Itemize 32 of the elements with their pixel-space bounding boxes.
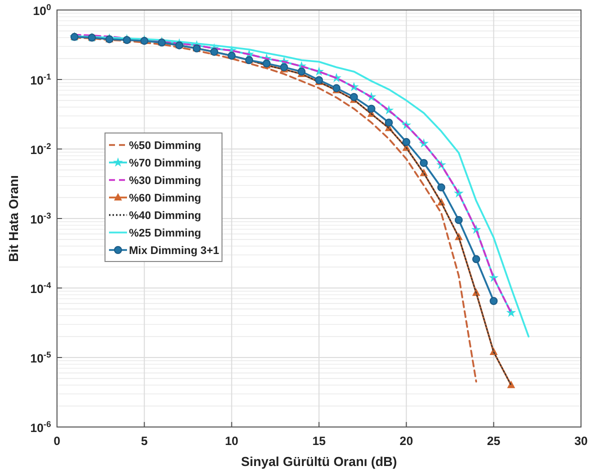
x-tick-label: 25 (486, 434, 501, 448)
y-axis-title: Bit Hata Oranı (6, 175, 21, 262)
x-tick-label: 15 (312, 434, 326, 448)
x-axis-title: Sinyal Gürültü Oranı (dB) (240, 454, 398, 469)
y-tick-label: 10$^{-2}$ (30, 141, 52, 157)
point (490, 297, 498, 306)
point (420, 158, 428, 167)
point (454, 216, 463, 224)
legend-label: %30 Dimming (129, 175, 202, 187)
legend-label: %25 Dimming (129, 228, 202, 240)
x-tick-label: 5 (140, 434, 148, 448)
y-tick-label: 10$^{-1}$ (30, 72, 52, 88)
legend-label: Mix Dimming 3+1 (129, 245, 220, 257)
legend-label: %60 Dimming (129, 192, 202, 204)
point (437, 183, 446, 192)
y-tick-label: 10$^{-6}$ (30, 419, 52, 435)
x-tick-label: 30 (574, 434, 588, 448)
x-tick-label: 20 (400, 434, 414, 448)
point (472, 255, 480, 264)
legend-label: %40 Dimming (129, 210, 202, 222)
point (367, 104, 376, 113)
y-tick-label: 10$^{-5}$ (30, 350, 52, 366)
y-tick-label: 10$^{-4}$ (30, 280, 52, 296)
point (402, 138, 410, 146)
point (506, 308, 516, 317)
y-tick-label: 10$^{0}$ (32, 2, 52, 18)
legend-label: %50 Dimming (129, 140, 202, 152)
x-tick-label: 0 (54, 434, 61, 448)
legend-label: %70 Dimming (129, 158, 202, 170)
x-tick-label: 10 (224, 434, 239, 448)
point (384, 118, 393, 127)
y-tick-label: 10$^{-3}$ (30, 210, 52, 226)
